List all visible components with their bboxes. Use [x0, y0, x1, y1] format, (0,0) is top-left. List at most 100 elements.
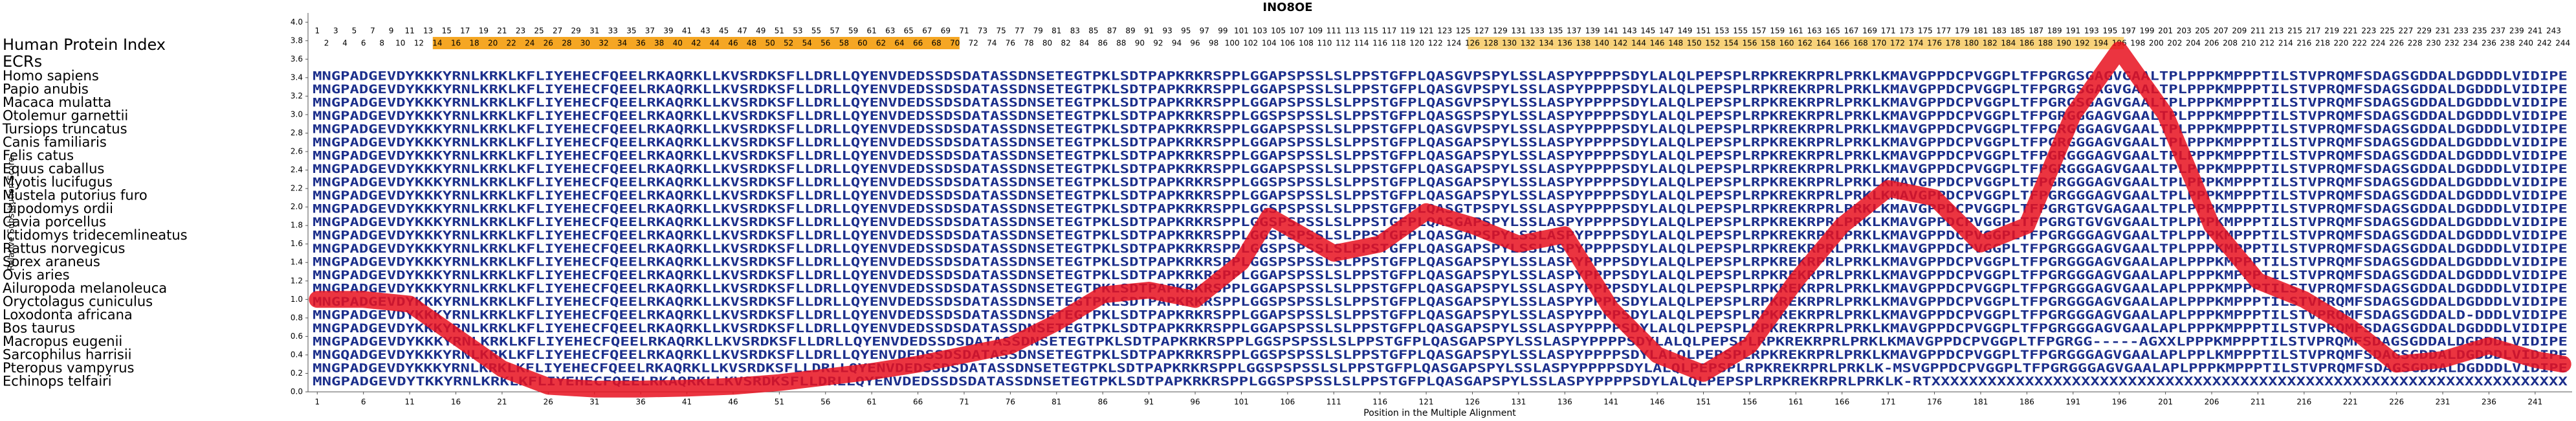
- species-name: Macropus eugenii: [3, 334, 122, 349]
- human-index: 25: [534, 27, 544, 36]
- human-index: 105: [1271, 27, 1286, 36]
- human-index: 237: [2491, 27, 2505, 36]
- human-index: 153: [1715, 27, 1730, 36]
- human-index: 197: [2121, 27, 2136, 36]
- x-tick-label: 106: [1280, 398, 1295, 407]
- human-index: 152: [1705, 39, 1720, 48]
- human-index: 194: [2093, 39, 2108, 48]
- x-tick-label: 101: [1234, 398, 1249, 407]
- x-tick-label: 216: [2296, 398, 2311, 407]
- human-index: 149: [1678, 27, 1693, 36]
- x-tick-label: 131: [1511, 398, 1526, 407]
- human-index: 79: [1033, 27, 1043, 36]
- x-tick-label: 166: [1834, 398, 1849, 407]
- human-index: 11: [404, 27, 414, 36]
- human-index: 95: [1181, 27, 1191, 36]
- human-index: 86: [1098, 39, 1108, 48]
- sequence: MNGPADGEVDYKKKYRNLKRKLKFLIYEHECFQEELRKAQ…: [313, 96, 2568, 110]
- human-index: 121: [1419, 27, 1434, 36]
- species-name: Oryctolagus cuniculus: [3, 294, 153, 310]
- human-index: 184: [2001, 39, 2016, 48]
- sequence: MNGPADGEVDYKKKYRNLKRKLKFLIYEHECFQEELRKAQ…: [313, 188, 2568, 203]
- human-index: 221: [2343, 27, 2358, 36]
- y-axis-label: Relative Substitution Score: [7, 157, 17, 271]
- human-index: 70: [950, 39, 960, 48]
- human-index: 72: [969, 39, 978, 48]
- human-index: 44: [710, 39, 720, 48]
- human-index: 231: [2436, 27, 2450, 36]
- human-index: 104: [1262, 39, 1277, 48]
- x-tick-label: 186: [2020, 398, 2034, 407]
- human-index: 10: [395, 39, 405, 48]
- human-index: 182: [1983, 39, 1998, 48]
- human-index: 185: [2010, 27, 2025, 36]
- human-index: 236: [2482, 39, 2496, 48]
- human-index: 132: [1521, 39, 1536, 48]
- ecr-label: ECRs: [3, 52, 42, 71]
- species-name: Ovis aries: [3, 267, 70, 283]
- species-name: Canis familiaris: [3, 135, 107, 150]
- human-index: 13: [423, 27, 433, 36]
- human-index: 34: [617, 39, 627, 48]
- sequence: MNGQADGEVDYKKKYRNLKRKLKFLIYEHECFQEELRKAQ…: [313, 348, 2568, 362]
- human-index: 118: [1391, 39, 1406, 48]
- human-index: 19: [479, 27, 489, 36]
- human-index: 80: [1042, 39, 1052, 48]
- human-index: 223: [2361, 27, 2376, 36]
- human-index: 116: [1372, 39, 1387, 48]
- human-index: 201: [2158, 27, 2173, 36]
- x-tick-label: 181: [1974, 398, 1988, 407]
- sequence: MNGPADGEVDYKKKYRNLKRKLKFLIYEHECFQEELRKAQ…: [313, 69, 2568, 84]
- human-index: 111: [1327, 27, 1341, 36]
- human-index: 183: [1992, 27, 2007, 36]
- human-index: 235: [2472, 27, 2487, 36]
- human-index: 229: [2417, 27, 2432, 36]
- human-index: 103: [1253, 27, 1268, 36]
- human-index: 56: [820, 39, 830, 48]
- human-index: 139: [1585, 27, 1600, 36]
- human-index: 134: [1539, 39, 1554, 48]
- human-index: 32: [599, 39, 608, 48]
- human-index: 124: [1446, 39, 1461, 48]
- species-name: Otolemur garnettii: [3, 108, 128, 124]
- sequence: MNGPADGEVDYKKKYRNLKRKLKFLIYEHECFQEELRKAQ…: [313, 361, 2568, 376]
- human-index: 66: [913, 39, 923, 48]
- human-index: 133: [1530, 27, 1545, 36]
- y-tick-label: 0.8: [291, 313, 303, 322]
- human-index: 8: [379, 39, 384, 48]
- human-index: 49: [756, 27, 765, 36]
- y-tick-label: 3.8: [291, 36, 303, 45]
- human-index: 227: [2398, 27, 2413, 36]
- human-index: 203: [2177, 27, 2192, 36]
- sequence: MNGPADGEVDYKKKYRNLKRKLKFLIYEHECFQEELRKAQ…: [313, 268, 2568, 282]
- human-index: 173: [1899, 27, 1914, 36]
- human-index: 226: [2389, 39, 2404, 48]
- sequence: MNGPADGEVDYKKKYRNLKRKLKFLIYEHECFQEELRKAQ…: [313, 149, 2568, 163]
- human-index: 55: [811, 27, 821, 36]
- human-index: 113: [1345, 27, 1360, 36]
- human-index: 239: [2509, 27, 2524, 36]
- human-index: 88: [1116, 39, 1126, 48]
- human-index: 97: [1200, 27, 1209, 36]
- human-index: 31: [589, 27, 599, 36]
- human-index: 198: [2130, 39, 2145, 48]
- human-index: 69: [941, 27, 951, 36]
- human-index: 46: [728, 39, 738, 48]
- x-tick-label: 41: [682, 398, 692, 407]
- human-index: 131: [1511, 27, 1526, 36]
- human-index: 51: [775, 27, 784, 36]
- human-index: 120: [1409, 39, 1424, 48]
- y-tick-label: 0.0: [291, 387, 303, 396]
- y-tick-label: 2.0: [291, 202, 303, 211]
- human-index: 102: [1243, 39, 1258, 48]
- x-axis-label: Position in the Multiple Alignment: [1363, 408, 1516, 418]
- human-index: 85: [1088, 27, 1098, 36]
- sequence: MNGPADGEVDYKKKYRNLKRKLKFLIYEHECFQEELRKAQ…: [313, 321, 2568, 336]
- human-index: 110: [1317, 39, 1332, 48]
- human-index: 156: [1742, 39, 1757, 48]
- species-name: Papio anubis: [3, 82, 89, 97]
- species-name: Sarcophilus harrisii: [3, 347, 132, 363]
- species-name: Equus caballus: [3, 161, 104, 177]
- human-index: 159: [1770, 27, 1785, 36]
- human-index: 210: [2241, 39, 2256, 48]
